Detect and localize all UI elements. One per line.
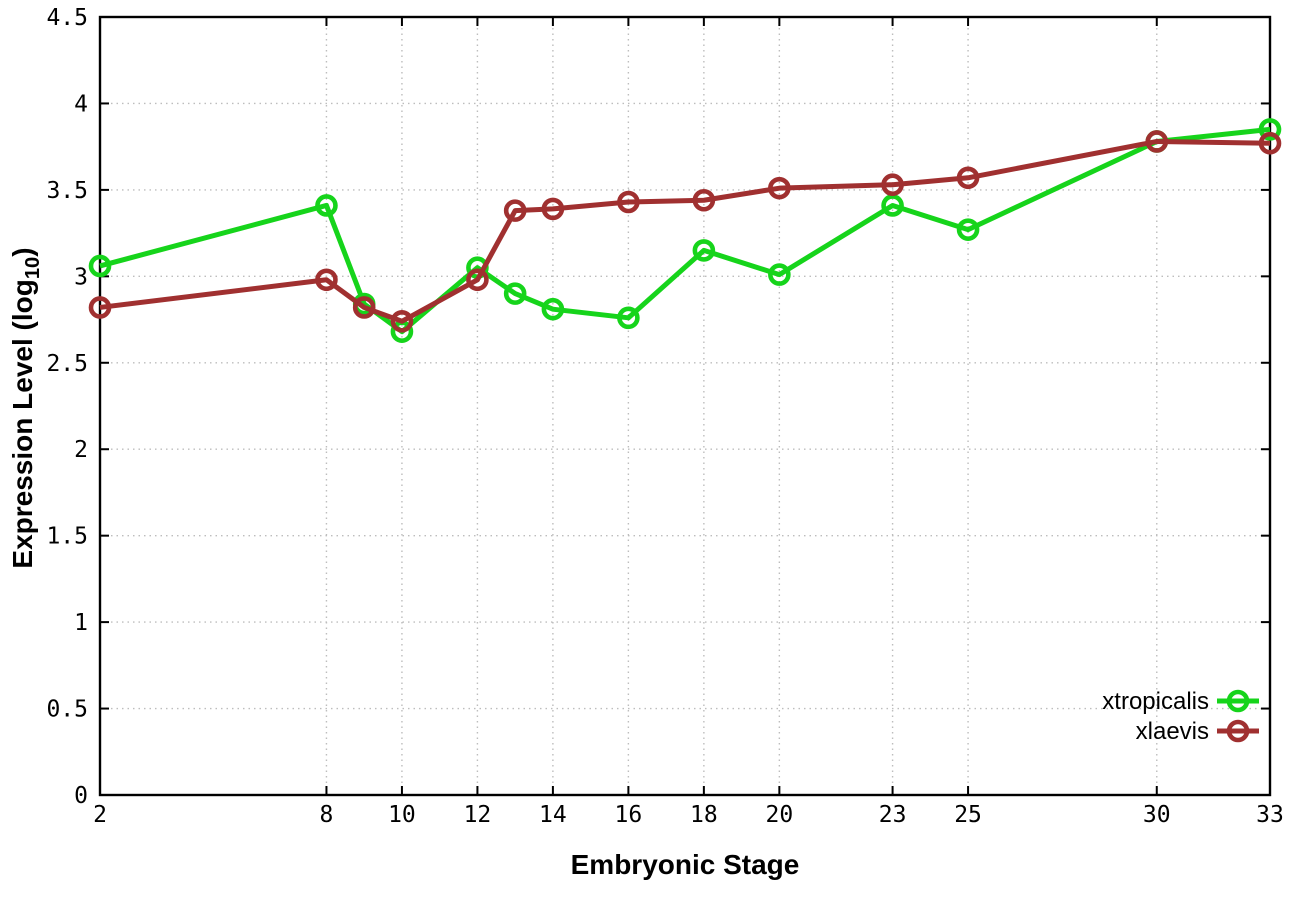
marker-xtropicalis-14	[541, 297, 565, 321]
marker-xlaevis-20	[768, 176, 791, 200]
marker-xlaevis-13	[503, 199, 527, 222]
marker-xlaevis-16	[617, 190, 640, 214]
x-tick-label: 14	[539, 802, 567, 828]
x-axis-title: Embryonic Stage	[570, 849, 800, 880]
y-tick-label: 2.5	[46, 351, 88, 377]
x-tick-label: 33	[1256, 802, 1284, 828]
marker-xlaevis-33	[1258, 131, 1282, 155]
x-tick-label: 25	[954, 802, 982, 828]
legend-label-xlaevis: xlaevis	[1136, 718, 1209, 745]
marker-xlaevis-8	[315, 268, 338, 292]
x-tick-label: 2	[93, 802, 107, 828]
marker-xtropicalis-13	[503, 282, 527, 305]
legend-label-xtropicalis: xtropicalis	[1102, 688, 1209, 715]
marker-xtropicalis-16	[617, 306, 640, 330]
x-tick-label: 20	[766, 802, 794, 828]
x-tick-label: 12	[464, 802, 492, 828]
x-tick-label: 30	[1143, 802, 1171, 828]
series-xlaevis	[88, 130, 1282, 333]
legend-entry-xlaevis: xlaevis	[1136, 718, 1259, 745]
marker-xtropicalis-18	[692, 239, 716, 262]
marker-xlaevis-30	[1145, 130, 1169, 153]
x-tick-label: 16	[615, 802, 643, 828]
legend-marker-xtropicalis	[1226, 689, 1250, 713]
marker-xlaevis-14	[541, 197, 565, 221]
marker-xtropicalis-2	[88, 254, 112, 278]
legend-entry-xtropicalis: xtropicalis	[1102, 688, 1259, 715]
marker-xlaevis-12	[466, 268, 489, 292]
marker-xtropicalis-20	[768, 263, 791, 286]
plot-border	[98, 15, 1272, 797]
y-axis-title-subscript: 10	[21, 256, 44, 280]
y-axis-title-suffix: )	[7, 247, 39, 257]
x-tick-label: 8	[320, 802, 334, 828]
y-axis-title: Expression Level (log10)	[7, 247, 45, 568]
marker-xtropicalis-33	[1258, 118, 1282, 141]
marker-xtropicalis-25	[956, 218, 980, 241]
marker-xtropicalis-8	[315, 194, 338, 217]
y-tick-label: 3	[74, 264, 88, 290]
series-line-xlaevis	[99, 138, 1271, 324]
marker-xlaevis-2	[88, 296, 112, 319]
x-tick-label: 18	[690, 802, 718, 828]
y-axis-title-text: Expression Level (log	[7, 279, 39, 569]
y-tick-label: 1	[74, 610, 88, 636]
marker-xlaevis-25	[956, 166, 980, 190]
x-tick-label: 10	[388, 802, 416, 828]
y-tick-label: 4	[74, 91, 88, 117]
y-tick-label: 4.5	[46, 5, 88, 31]
y-tick-label: 0	[74, 783, 88, 809]
y-tick-label: 1.5	[46, 524, 88, 550]
marker-xlaevis-23	[881, 173, 904, 197]
series-line-xtropicalis	[99, 126, 1271, 335]
marker-xlaevis-9	[352, 296, 376, 319]
x-tick-label: 23	[879, 802, 907, 828]
marker-xlaevis-18	[692, 188, 716, 212]
y-tick-label: 2	[74, 437, 88, 463]
marker-xtropicalis-23	[881, 194, 904, 217]
marker-xlaevis-10	[390, 309, 414, 333]
y-tick-label: 3.5	[46, 178, 88, 204]
legend-marker-xlaevis	[1226, 719, 1250, 743]
y-tick-label: 0.5	[46, 697, 88, 723]
